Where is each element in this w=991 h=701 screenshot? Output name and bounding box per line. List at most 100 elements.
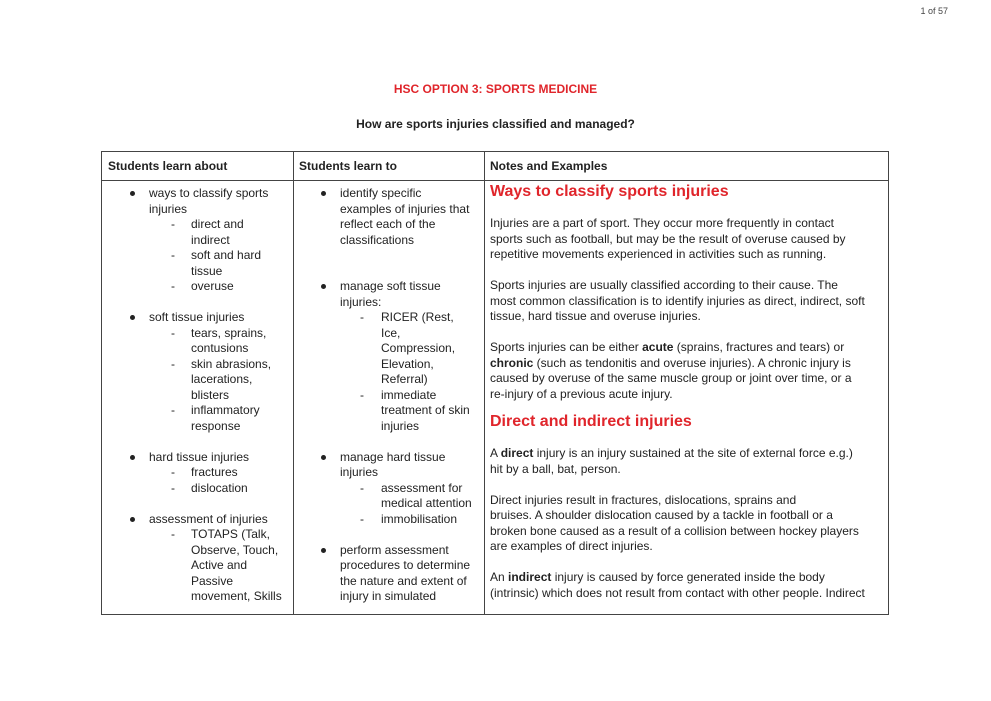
list-text: soft tissue injuries bbox=[149, 310, 245, 324]
list-text: injuries bbox=[149, 201, 188, 216]
bold-term: acute bbox=[642, 340, 674, 354]
learn-about-list: ways to classify sports injuries - direct a… bbox=[102, 186, 293, 605]
list-text: reflect each of the bbox=[340, 217, 436, 231]
list-line: injury in simulated bbox=[293, 589, 484, 605]
spacer bbox=[293, 248, 484, 264]
text-segment: A bbox=[490, 446, 501, 460]
list-text: assessment of injuries bbox=[149, 511, 268, 526]
list-text: hard tissue injuries bbox=[149, 449, 250, 464]
list-text: response bbox=[191, 418, 241, 433]
list-line: manage soft tissue bbox=[293, 279, 484, 295]
list-text: Ice, bbox=[381, 325, 401, 340]
notes-line: tissue, hard tissue and overuse injuries… bbox=[490, 309, 888, 325]
dash-icon: - bbox=[171, 217, 175, 231]
list-line: - skin abrasions, bbox=[102, 357, 293, 373]
notes-line: A direct injury is an injury sustained a… bbox=[490, 446, 888, 462]
dash-icon: - bbox=[171, 356, 175, 371]
column-header: Notes and Examples bbox=[484, 152, 888, 181]
list-text: Compression, bbox=[381, 341, 456, 355]
notes-line: (intrinsic) which does not result from c… bbox=[490, 586, 888, 602]
list-line: - assessment for bbox=[293, 481, 484, 497]
text-segment: Direct injuries result in fractures, dis… bbox=[490, 492, 797, 507]
text-segment: (such as tendonitis and overuse injuries… bbox=[533, 355, 851, 370]
document-subtitle: How are sports injuries classified and m… bbox=[356, 117, 635, 131]
text-segment: repetitive movements experienced in acti… bbox=[490, 247, 827, 261]
list-text: Referral) bbox=[381, 372, 428, 386]
list-text: blisters bbox=[191, 387, 230, 402]
list-line: injuries bbox=[293, 465, 484, 481]
list-line: injuries bbox=[102, 202, 293, 218]
text-segment: An bbox=[490, 570, 509, 584]
list-line: movement, Skills bbox=[102, 589, 293, 605]
list-line: response bbox=[102, 419, 293, 435]
list-line: hard tissue injuries bbox=[102, 450, 293, 466]
dash-icon: - bbox=[171, 248, 175, 262]
notes-line: hit by a ball, bat, person. bbox=[490, 462, 888, 478]
section-heading: Ways to classify sports injuries bbox=[490, 183, 729, 200]
list-line: Passive bbox=[102, 574, 293, 590]
list-line: assessment of injuries bbox=[102, 512, 293, 528]
list-text: treatment of skin bbox=[381, 403, 470, 417]
list-line: lacerations, bbox=[102, 372, 293, 388]
list-text: the nature and extent of bbox=[340, 573, 467, 588]
list-text: medical attention bbox=[381, 496, 472, 510]
list-line: reflect each of the bbox=[293, 217, 484, 233]
spacer bbox=[293, 264, 484, 280]
text-segment: are examples of direct injuries. bbox=[490, 539, 653, 553]
notes-line: bruises. A shoulder dislocation caused b… bbox=[490, 508, 888, 524]
spacer bbox=[293, 434, 484, 450]
notes-line: sports such as football, but may be the … bbox=[490, 232, 888, 248]
list-line: medical attention bbox=[293, 496, 484, 512]
list-text: manage hard tissue bbox=[340, 449, 446, 464]
notes-content: Ways to classify sports injuries Injuries… bbox=[490, 183, 888, 602]
list-line: the nature and extent of bbox=[293, 574, 484, 590]
column-learn-about: Students learn about ways to classify sp… bbox=[102, 152, 294, 614]
list-text: immobilisation bbox=[381, 511, 458, 526]
list-text: procedures to determine bbox=[340, 558, 471, 572]
text-segment: (intrinsic) which does not result from c… bbox=[490, 585, 865, 600]
text-segment: Injuries are a part of sport. They occur… bbox=[490, 216, 834, 230]
list-line: Observe, Touch, bbox=[102, 543, 293, 559]
section-heading: Direct and indirect injuries bbox=[490, 413, 692, 430]
list-line: - dislocation bbox=[102, 481, 293, 497]
list-line: - soft and hard bbox=[102, 248, 293, 264]
list-text: Elevation, bbox=[381, 356, 434, 371]
list-line: perform assessment bbox=[293, 543, 484, 559]
list-text: Passive bbox=[191, 573, 234, 588]
list-text: tissue bbox=[191, 263, 223, 278]
column-header: Students learn about bbox=[102, 152, 293, 181]
list-text: RICER (Rest, bbox=[381, 310, 454, 324]
list-line: - fractures bbox=[102, 465, 293, 481]
list-text: assessment for bbox=[381, 480, 463, 495]
learn-to-list: identify specific examples of injuries th… bbox=[293, 186, 484, 605]
bold-term: direct bbox=[500, 446, 534, 460]
text-segment: Sports injuries can be either bbox=[490, 340, 643, 354]
list-line: - RICER (Rest, bbox=[293, 310, 484, 326]
list-line: ways to classify sports bbox=[102, 186, 293, 202]
spacer bbox=[293, 527, 484, 543]
text-segment: broken bone caused as a result of a coll… bbox=[490, 523, 859, 538]
notes-line: Sports injuries are usually classified a… bbox=[490, 278, 888, 294]
list-line: - immediate bbox=[293, 388, 484, 404]
dash-icon: - bbox=[171, 465, 175, 479]
list-text: TOTAPS (Talk, bbox=[191, 527, 270, 541]
list-line: procedures to determine bbox=[293, 558, 484, 574]
list-text: injuries bbox=[340, 465, 379, 479]
text-segment: sports such as football, but may be the … bbox=[490, 231, 846, 246]
list-line: treatment of skin bbox=[293, 403, 484, 419]
list-text: lacerations, bbox=[191, 372, 253, 386]
notes-line: re-injury of a previous acute injury. bbox=[490, 387, 888, 403]
list-line: injuries: bbox=[293, 295, 484, 311]
text-segment: Sports injuries are usually classified a… bbox=[490, 278, 838, 292]
bullet-icon bbox=[321, 547, 326, 553]
list-line: - TOTAPS (Talk, bbox=[102, 527, 293, 543]
list-text: inflammatory bbox=[191, 403, 260, 417]
list-text: direct and bbox=[191, 217, 244, 231]
bullet-icon bbox=[321, 191, 326, 196]
text-segment: bruises. A shoulder dislocation caused b… bbox=[490, 508, 833, 522]
notes-line: chronic (such as tendonitis and overuse … bbox=[490, 356, 888, 372]
dash-icon: - bbox=[171, 403, 175, 417]
list-text: injuries: bbox=[340, 294, 382, 309]
list-text: movement, Skills bbox=[191, 589, 282, 603]
list-line: examples of injuries that bbox=[293, 202, 484, 218]
